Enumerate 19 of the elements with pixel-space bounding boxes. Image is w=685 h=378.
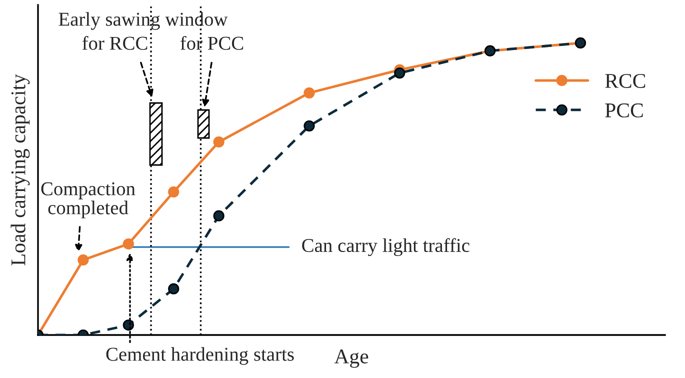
annotation: Compaction completed (41, 182, 136, 218)
point (213, 136, 224, 148)
point (168, 283, 180, 294)
text: Cement hardening starts (106, 347, 294, 365)
ref-line-label: Can carry light traffic (302, 238, 470, 256)
point (168, 186, 180, 198)
point (213, 210, 224, 222)
x-axis-title: Age (334, 350, 368, 368)
text: Early sawing window (58, 12, 228, 30)
point (304, 87, 315, 98)
point (122, 238, 134, 250)
y-axis-title: Load carrying capacity (10, 74, 30, 266)
point (78, 254, 89, 266)
point (304, 120, 315, 132)
annotation: for PCC (180, 36, 244, 50)
annotation: for RCC (82, 36, 148, 50)
legend-label: RCC (605, 74, 646, 88)
point (394, 67, 406, 79)
legend-label: PCC (605, 103, 643, 118)
